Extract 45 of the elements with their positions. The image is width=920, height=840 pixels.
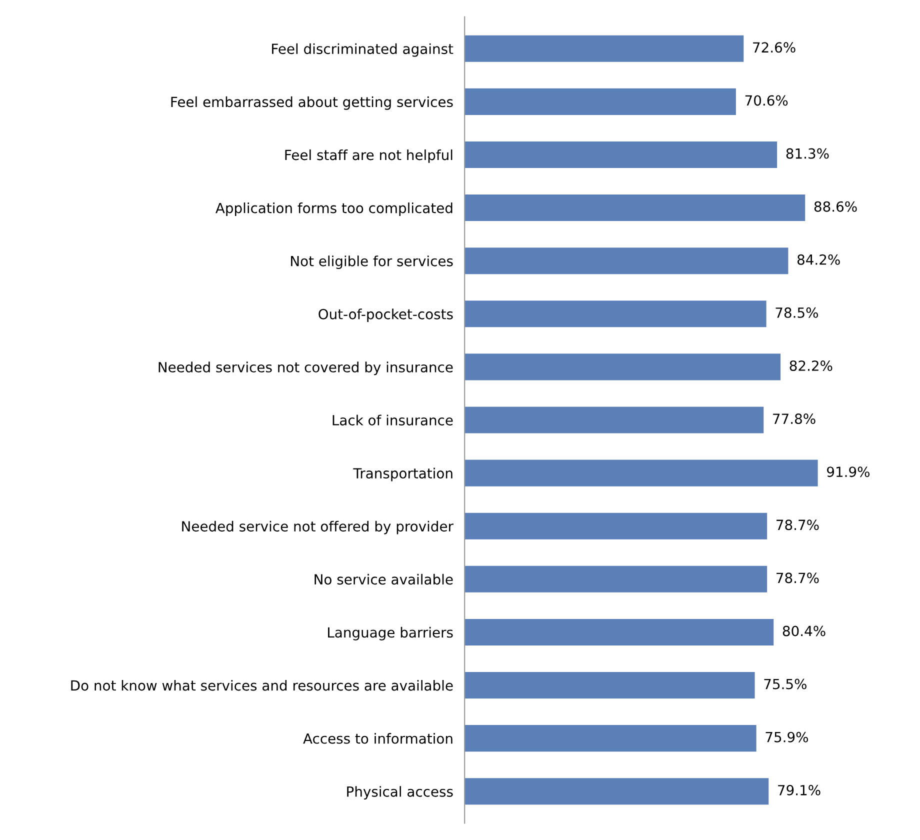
data-label: 88.6% [814, 201, 857, 212]
y-tick-label: No service available [314, 574, 453, 585]
y-tick-label: Lack of insurance [332, 414, 453, 426]
y-tick-label: Transportation [353, 468, 452, 482]
y-tick-label: Physical access [347, 786, 453, 800]
y-tick-label: Feel embarrassed about getting services [171, 96, 453, 110]
bar [464, 618, 774, 646]
data-label: 78.5% [776, 307, 818, 318]
data-label: 75.9% [766, 732, 808, 742]
bar [464, 725, 756, 752]
y-tick-label: Not eligible for services [291, 256, 453, 270]
y-tick-label: Needed service not offered by provider [182, 520, 454, 534]
y-tick-label: Language barriers [328, 626, 453, 640]
data-label: 84.2% [797, 254, 840, 265]
bar [464, 300, 766, 328]
y-tick-label: Do not know what services and resources are available [71, 680, 453, 691]
y-tick-label: Feel staff are not helpful [285, 149, 452, 163]
bar [464, 406, 764, 434]
bar [464, 88, 736, 115]
data-label: 80.4% [782, 626, 826, 636]
data-label: 81.3% [786, 148, 829, 159]
y-tick-label: Out-of-pocket-costs [318, 308, 453, 322]
bar [464, 35, 744, 62]
bar [464, 778, 769, 805]
y-tick-label: Access to information [303, 733, 452, 744]
bar [464, 512, 768, 540]
data-label: 78.7% [776, 572, 819, 584]
data-label: 78.7% [776, 520, 819, 530]
bar [464, 141, 778, 168]
bar [464, 194, 806, 222]
bar [464, 248, 788, 274]
data-label: 70.6% [745, 95, 788, 106]
y-tick-label: Application forms too complicated [216, 202, 452, 216]
bar [464, 566, 768, 592]
bar [464, 672, 755, 699]
data-label: 72.6% [753, 42, 796, 53]
data-label: 75.5% [764, 678, 806, 690]
y-tick-label: Feel discriminated against [272, 43, 454, 57]
data-label: 82.2% [790, 360, 832, 371]
bar [464, 354, 781, 380]
data-label: 91.9% [827, 466, 870, 478]
y-tick-label: Needed services not covered by insurance [158, 362, 453, 376]
data-label: 79.1% [778, 784, 820, 796]
bar [464, 460, 818, 486]
data-label: 77.8% [773, 414, 816, 424]
